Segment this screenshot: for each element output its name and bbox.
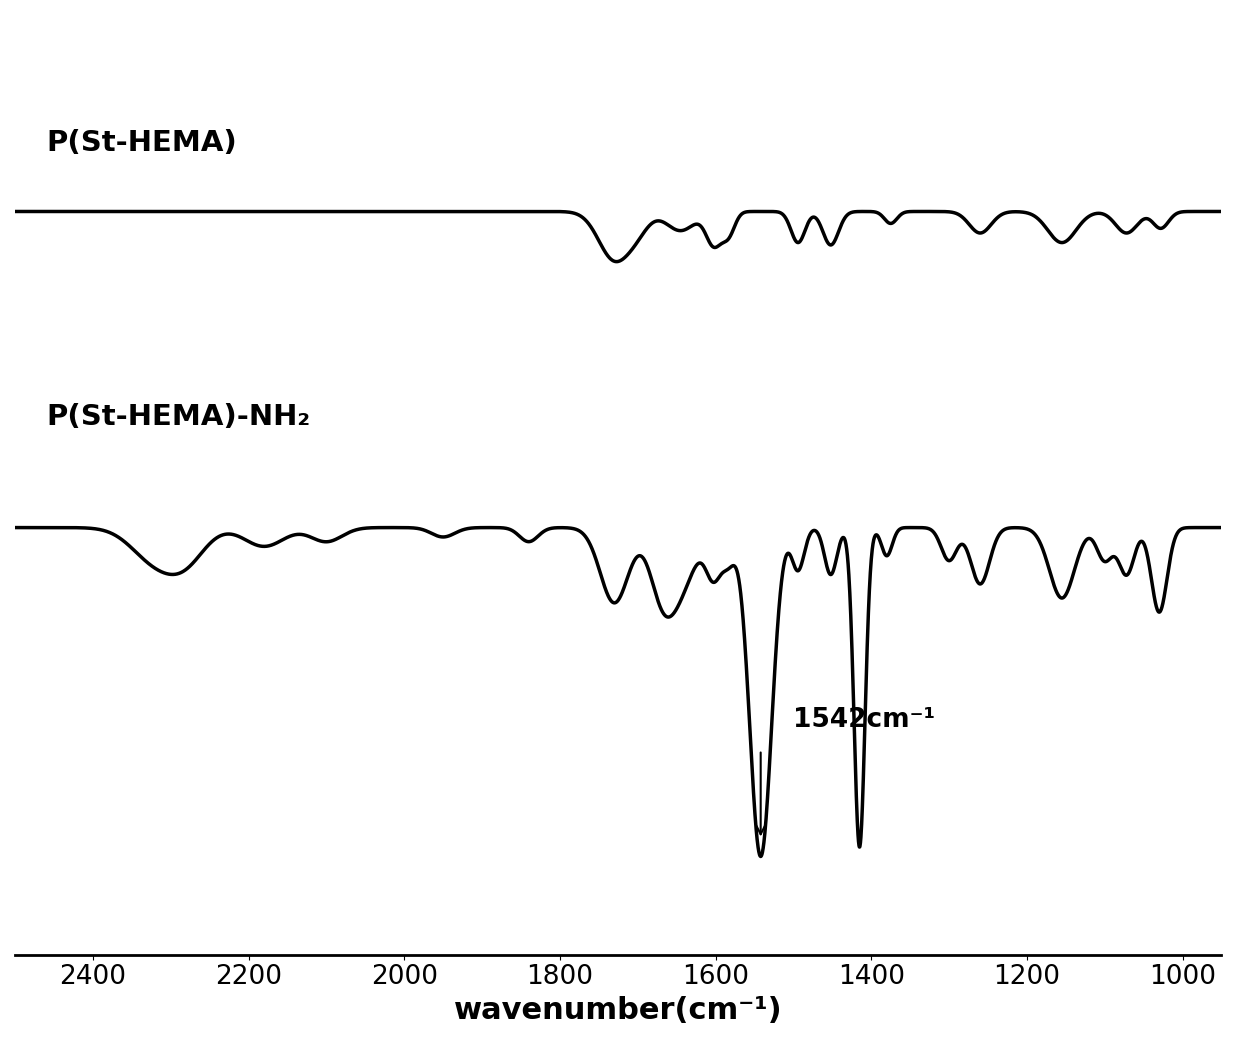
- Text: 1542cm⁻¹: 1542cm⁻¹: [793, 706, 935, 732]
- Text: P(St-HEMA): P(St-HEMA): [46, 129, 237, 157]
- X-axis label: wavenumber(cm⁻¹): wavenumber(cm⁻¹): [453, 996, 783, 1025]
- Text: P(St-HEMA)-NH₂: P(St-HEMA)-NH₂: [46, 402, 310, 431]
